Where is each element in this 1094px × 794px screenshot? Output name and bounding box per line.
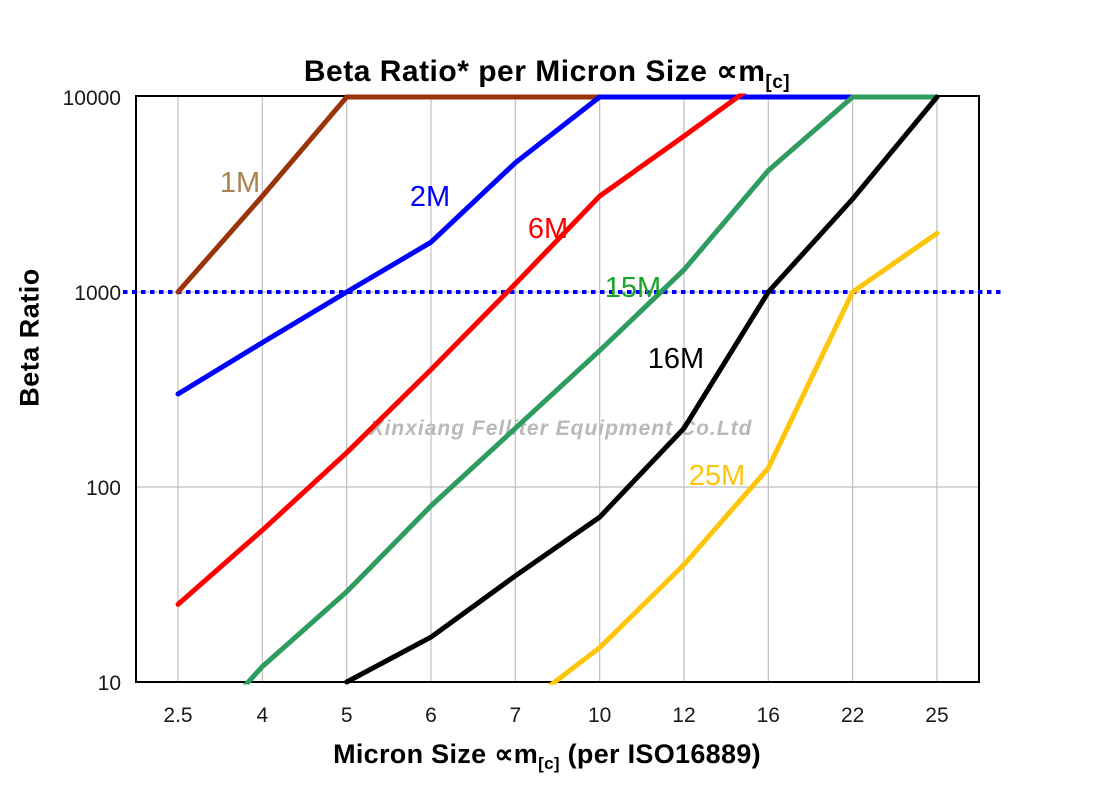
x-tick-label-2.5: 2.5 xyxy=(163,704,192,727)
chart-title-subscript: [c] xyxy=(765,72,791,93)
x-tick-label-5: 5 xyxy=(341,704,353,727)
x-axis-title: Micron Size ∝m[c] (per ISO16889) xyxy=(0,739,1094,773)
x-tick-label-22: 22 xyxy=(841,704,864,727)
series-label-1M: 1M xyxy=(220,167,260,199)
x-tick-label-7: 7 xyxy=(509,704,521,727)
series-label-2M: 2M xyxy=(410,181,450,213)
y-tick-label-10000: 10000 xyxy=(63,87,121,110)
series-line-15M xyxy=(242,94,940,685)
x-tick-label-12: 12 xyxy=(672,704,695,727)
series-label-15M: 15M xyxy=(605,272,661,304)
series-line-6M xyxy=(175,93,747,607)
series-label-25M: 25M xyxy=(689,460,745,492)
x-tick-label-25: 25 xyxy=(925,704,948,727)
series-line-16M xyxy=(344,94,940,685)
y-tick-label-10: 10 xyxy=(98,672,121,695)
x-axis-title-pre: Micron Size xyxy=(333,739,495,769)
chart-title: Beta Ratio* per Micron Size ∝m[c] xyxy=(0,54,1094,93)
x-tick-label-10: 10 xyxy=(588,704,611,727)
series-label-6M: 6M xyxy=(528,213,568,245)
x-tick-label-4: 4 xyxy=(256,704,268,727)
watermark-text: Xinxiang Felliter Equipment Co.Ltd xyxy=(369,417,753,440)
y-tick-label-1000: 1000 xyxy=(74,282,121,305)
y-axis-title: Beta Ratio xyxy=(14,268,45,407)
chart-title-prop-symbol: ∝m xyxy=(716,55,766,88)
series-line-25M xyxy=(547,230,940,685)
chart-title-main: Beta Ratio* per Micron Size xyxy=(303,55,717,88)
x-tick-label-6: 6 xyxy=(425,704,437,727)
y-tick-label-100: 100 xyxy=(86,477,121,500)
x-axis-title-post: (per ISO16889) xyxy=(559,739,761,769)
series-label-16M: 16M xyxy=(648,343,704,375)
x-axis-title-prop-symbol: ∝m xyxy=(494,739,539,769)
x-tick-label-16: 16 xyxy=(757,704,780,727)
x-axis-title-subscript: [c] xyxy=(538,754,560,773)
series-line-1M xyxy=(175,94,603,295)
